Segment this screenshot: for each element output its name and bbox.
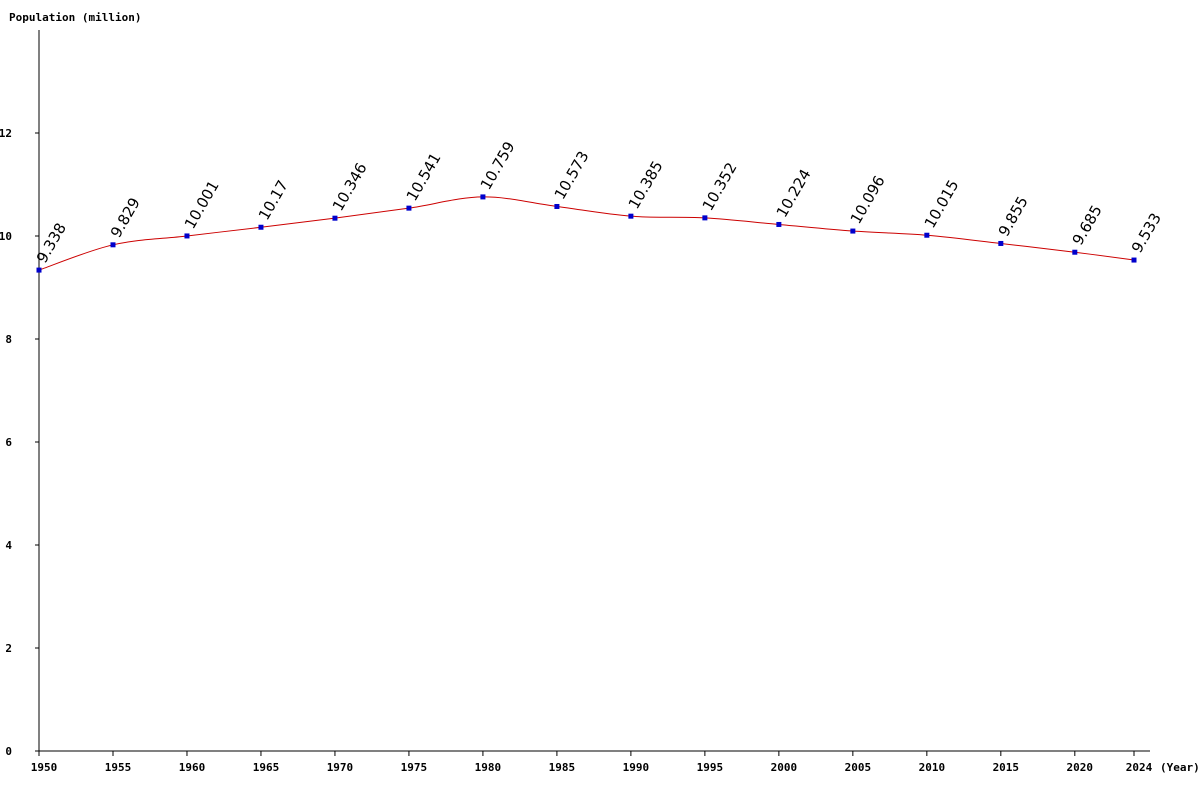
y-tick-label: 0	[5, 745, 12, 758]
data-point	[1131, 257, 1137, 263]
data-label: 9.533	[1128, 210, 1165, 256]
x-tick-label: 1950	[31, 761, 58, 774]
x-tick-label: 1955	[105, 761, 132, 774]
data-label: 10.759	[477, 138, 519, 192]
data-point	[184, 233, 190, 239]
data-label: 10.224	[773, 166, 815, 220]
y-tick-label: 4	[5, 539, 12, 552]
x-tick-label: 1975	[401, 761, 428, 774]
x-tick-label: 2005	[845, 761, 872, 774]
data-label: 10.17	[255, 177, 292, 223]
x-tick-label: 2000	[771, 761, 798, 774]
data-label: 10.001	[181, 177, 223, 231]
x-tick-label: 1990	[623, 761, 650, 774]
data-label: 10.346	[329, 160, 371, 214]
x-axis-title: (Year)	[1160, 761, 1200, 774]
y-axis-title: Population (million)	[9, 11, 141, 24]
data-point	[850, 228, 856, 234]
data-label: 10.385	[625, 158, 667, 212]
x-tick-label: 1995	[697, 761, 724, 774]
x-tick-label: 1970	[327, 761, 354, 774]
data-point	[110, 242, 116, 248]
data-label: 9.685	[1069, 202, 1106, 248]
y-tick-label: 6	[5, 436, 12, 449]
x-tick-label: 1965	[253, 761, 280, 774]
data-label: 9.338	[33, 220, 70, 266]
data-point	[776, 221, 782, 227]
data-point	[1072, 249, 1078, 255]
data-point	[406, 205, 412, 211]
data-point	[554, 203, 560, 209]
data-point	[628, 213, 634, 219]
population-series-line	[38, 196, 1135, 271]
x-tick-label: 2024	[1126, 761, 1153, 774]
data-point-markers	[36, 194, 1137, 273]
x-tick-label: 1960	[179, 761, 206, 774]
data-label: 10.015	[921, 177, 963, 231]
data-label: 10.573	[551, 148, 593, 202]
data-point	[258, 224, 264, 230]
data-label: 10.352	[699, 159, 741, 213]
data-point	[480, 194, 486, 200]
y-tick-label: 2	[5, 642, 12, 655]
x-tick-label: 1985	[549, 761, 576, 774]
x-tick-label: 2015	[993, 761, 1020, 774]
data-labels: 9.338 9.829 10.001 10.17 10.346 10.541 10.759 1…	[33, 138, 1165, 266]
x-axis-ticks: 1950 1955 1960 1965 1970 1975 1980 1985 1990 1995…	[31, 751, 1153, 774]
data-label: 9.855	[995, 193, 1032, 239]
data-label: 10.096	[847, 173, 889, 227]
data-point	[332, 215, 338, 221]
data-label: 10.541	[403, 150, 445, 204]
x-tick-label: 2010	[919, 761, 946, 774]
y-tick-label: 8	[5, 333, 12, 346]
data-point	[924, 232, 930, 238]
data-label: 9.829	[107, 195, 144, 241]
x-tick-label: 2020	[1067, 761, 1094, 774]
y-tick-label: 10	[0, 230, 12, 243]
data-point	[36, 267, 42, 273]
data-point	[702, 215, 708, 221]
x-tick-label: 1980	[475, 761, 502, 774]
y-axis-ticks: 0 2 4 6 8 10 12	[0, 127, 39, 758]
data-point	[998, 240, 1004, 246]
y-tick-label: 12	[0, 127, 12, 140]
